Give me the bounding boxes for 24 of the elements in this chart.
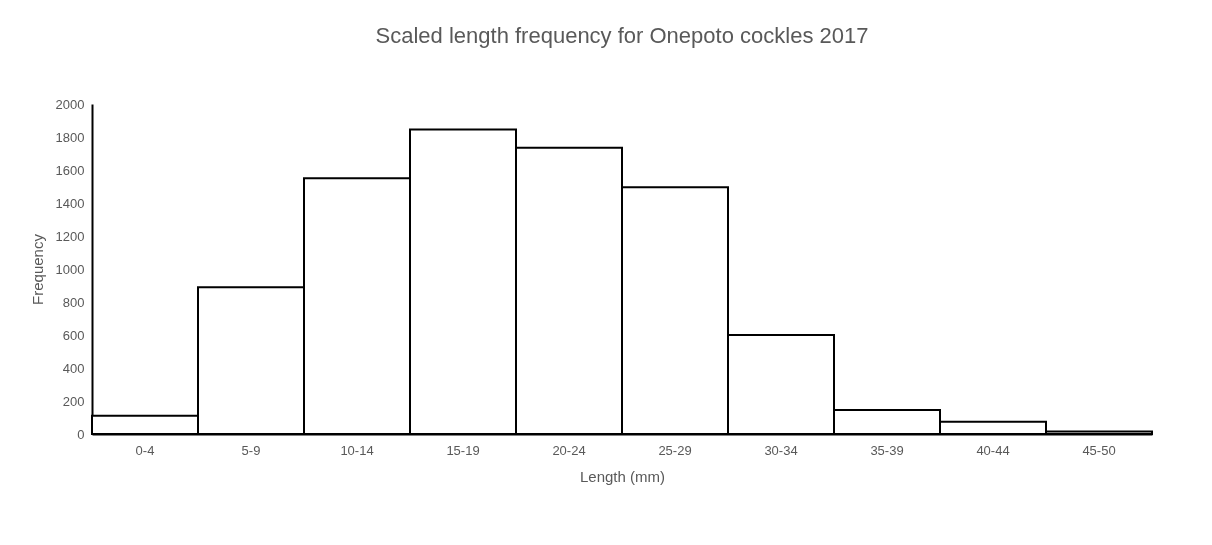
x-tick-label: 5-9 xyxy=(241,442,261,458)
y-tick-label: 0 xyxy=(77,426,85,442)
x-tick-label: 30-34 xyxy=(764,442,798,458)
chart-title: Scaled length frequency for Onepoto cockles 2017 xyxy=(375,23,869,48)
y-tick-label: 1600 xyxy=(55,162,85,178)
y-tick-label: 1000 xyxy=(55,261,85,277)
y-tick-label: 1400 xyxy=(55,195,85,211)
y-axis-title: Frequency xyxy=(28,233,46,305)
y-tick-label: 2000 xyxy=(55,96,85,112)
x-tick-label: 20-24 xyxy=(552,442,586,458)
x-tick-label: 40-44 xyxy=(976,442,1010,458)
y-tick-label: 1200 xyxy=(55,228,85,244)
y-tick-label: 600 xyxy=(62,327,85,343)
y-tick-label: 200 xyxy=(62,393,85,409)
x-axis-title: Length (mm) xyxy=(579,467,666,485)
x-tick-label: 0-4 xyxy=(135,442,155,458)
y-tick-label: 400 xyxy=(62,360,85,376)
x-tick-label: 45-50 xyxy=(1082,442,1116,458)
x-tick-label: 25-29 xyxy=(658,442,692,458)
x-tick-label: 10-14 xyxy=(340,442,374,458)
x-tick-label: 15-19 xyxy=(446,442,480,458)
y-tick-label: 1800 xyxy=(55,129,85,145)
x-tick-label: 35-39 xyxy=(870,442,904,458)
y-tick-label: 800 xyxy=(62,294,85,310)
